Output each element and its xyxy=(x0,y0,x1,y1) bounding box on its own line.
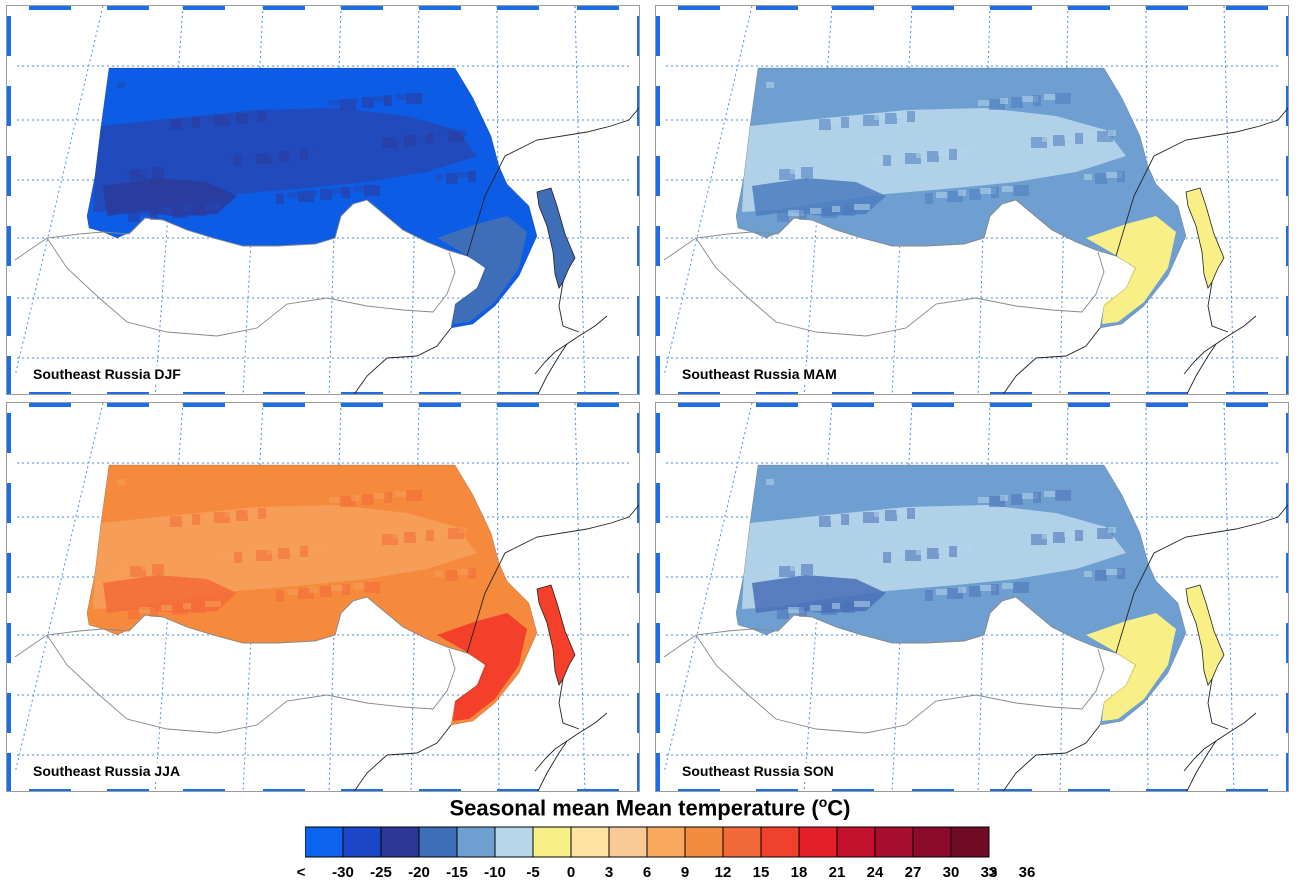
colorbar-tick-label: -25 xyxy=(370,864,392,881)
colorbar-cell xyxy=(646,826,686,858)
colorbar-tick-label: 36 xyxy=(1018,864,1036,881)
colorbar-cell xyxy=(798,826,838,858)
colorbar-tick-label: 6 xyxy=(642,864,652,881)
colorbar-tick-label: 24 xyxy=(866,864,884,881)
colorbar-cell xyxy=(760,826,800,858)
colorbar-tick-label: < xyxy=(296,864,306,881)
colorbar-cell xyxy=(608,826,648,858)
colorbar-cell xyxy=(874,826,914,858)
colorbar-cell xyxy=(532,826,572,858)
panel-jja: Southeast Russia JJA xyxy=(6,402,640,792)
figure-title: Seasonal mean Mean temperature (oC) xyxy=(449,794,851,821)
colorbar-tick-label: 12 xyxy=(714,864,732,881)
colorbar xyxy=(305,826,990,858)
colorbar-cell xyxy=(836,826,876,858)
colorbar-cell xyxy=(684,826,724,858)
map-mam xyxy=(656,6,1288,394)
colorbar-tick-label: 0 xyxy=(566,864,576,881)
colorbar-cell xyxy=(305,826,344,858)
panel-label-djf: Southeast Russia DJF xyxy=(29,366,185,382)
colorbar-tick-label: -20 xyxy=(408,864,430,881)
panel-son: Southeast Russia SON xyxy=(655,402,1289,792)
map-jja xyxy=(7,403,639,791)
colorbar-cell xyxy=(380,826,420,858)
panel-label-jja: Southeast Russia JJA xyxy=(29,763,185,779)
colorbar-tick-label: > xyxy=(988,864,998,881)
colorbar-tick-label: 30 xyxy=(942,864,960,881)
colorbar-tick-label: 21 xyxy=(828,864,846,881)
colorbar-tick-label: -10 xyxy=(484,864,506,881)
colorbar-cell xyxy=(342,826,382,858)
colorbar-cell xyxy=(456,826,496,858)
panel-djf: Southeast Russia DJF xyxy=(6,5,640,395)
colorbar-cell xyxy=(570,826,610,858)
colorbar-tick-label: 3 xyxy=(604,864,614,881)
colorbar-tick-label: -5 xyxy=(526,864,540,881)
colorbar-cell xyxy=(722,826,762,858)
colorbar-tick-label: 18 xyxy=(790,864,808,881)
colorbar-tick-label: 33 xyxy=(980,864,998,881)
colorbar-tick-label: -30 xyxy=(332,864,354,881)
colorbar-cell xyxy=(494,826,534,858)
panel-label-son: Southeast Russia SON xyxy=(678,763,838,779)
colorbar-cell xyxy=(950,826,990,858)
map-son xyxy=(656,403,1288,791)
panel-label-mam: Southeast Russia MAM xyxy=(678,366,841,382)
colorbar-tick-label: 15 xyxy=(752,864,770,881)
colorbar-cell xyxy=(912,826,952,858)
colorbar-tick-label: 9 xyxy=(680,864,690,881)
colorbar-tick-label: -15 xyxy=(446,864,468,881)
panel-mam: Southeast Russia MAM xyxy=(655,5,1289,395)
colorbar-cell xyxy=(418,826,458,858)
map-djf xyxy=(7,6,639,394)
colorbar-tick-label: 27 xyxy=(904,864,922,881)
